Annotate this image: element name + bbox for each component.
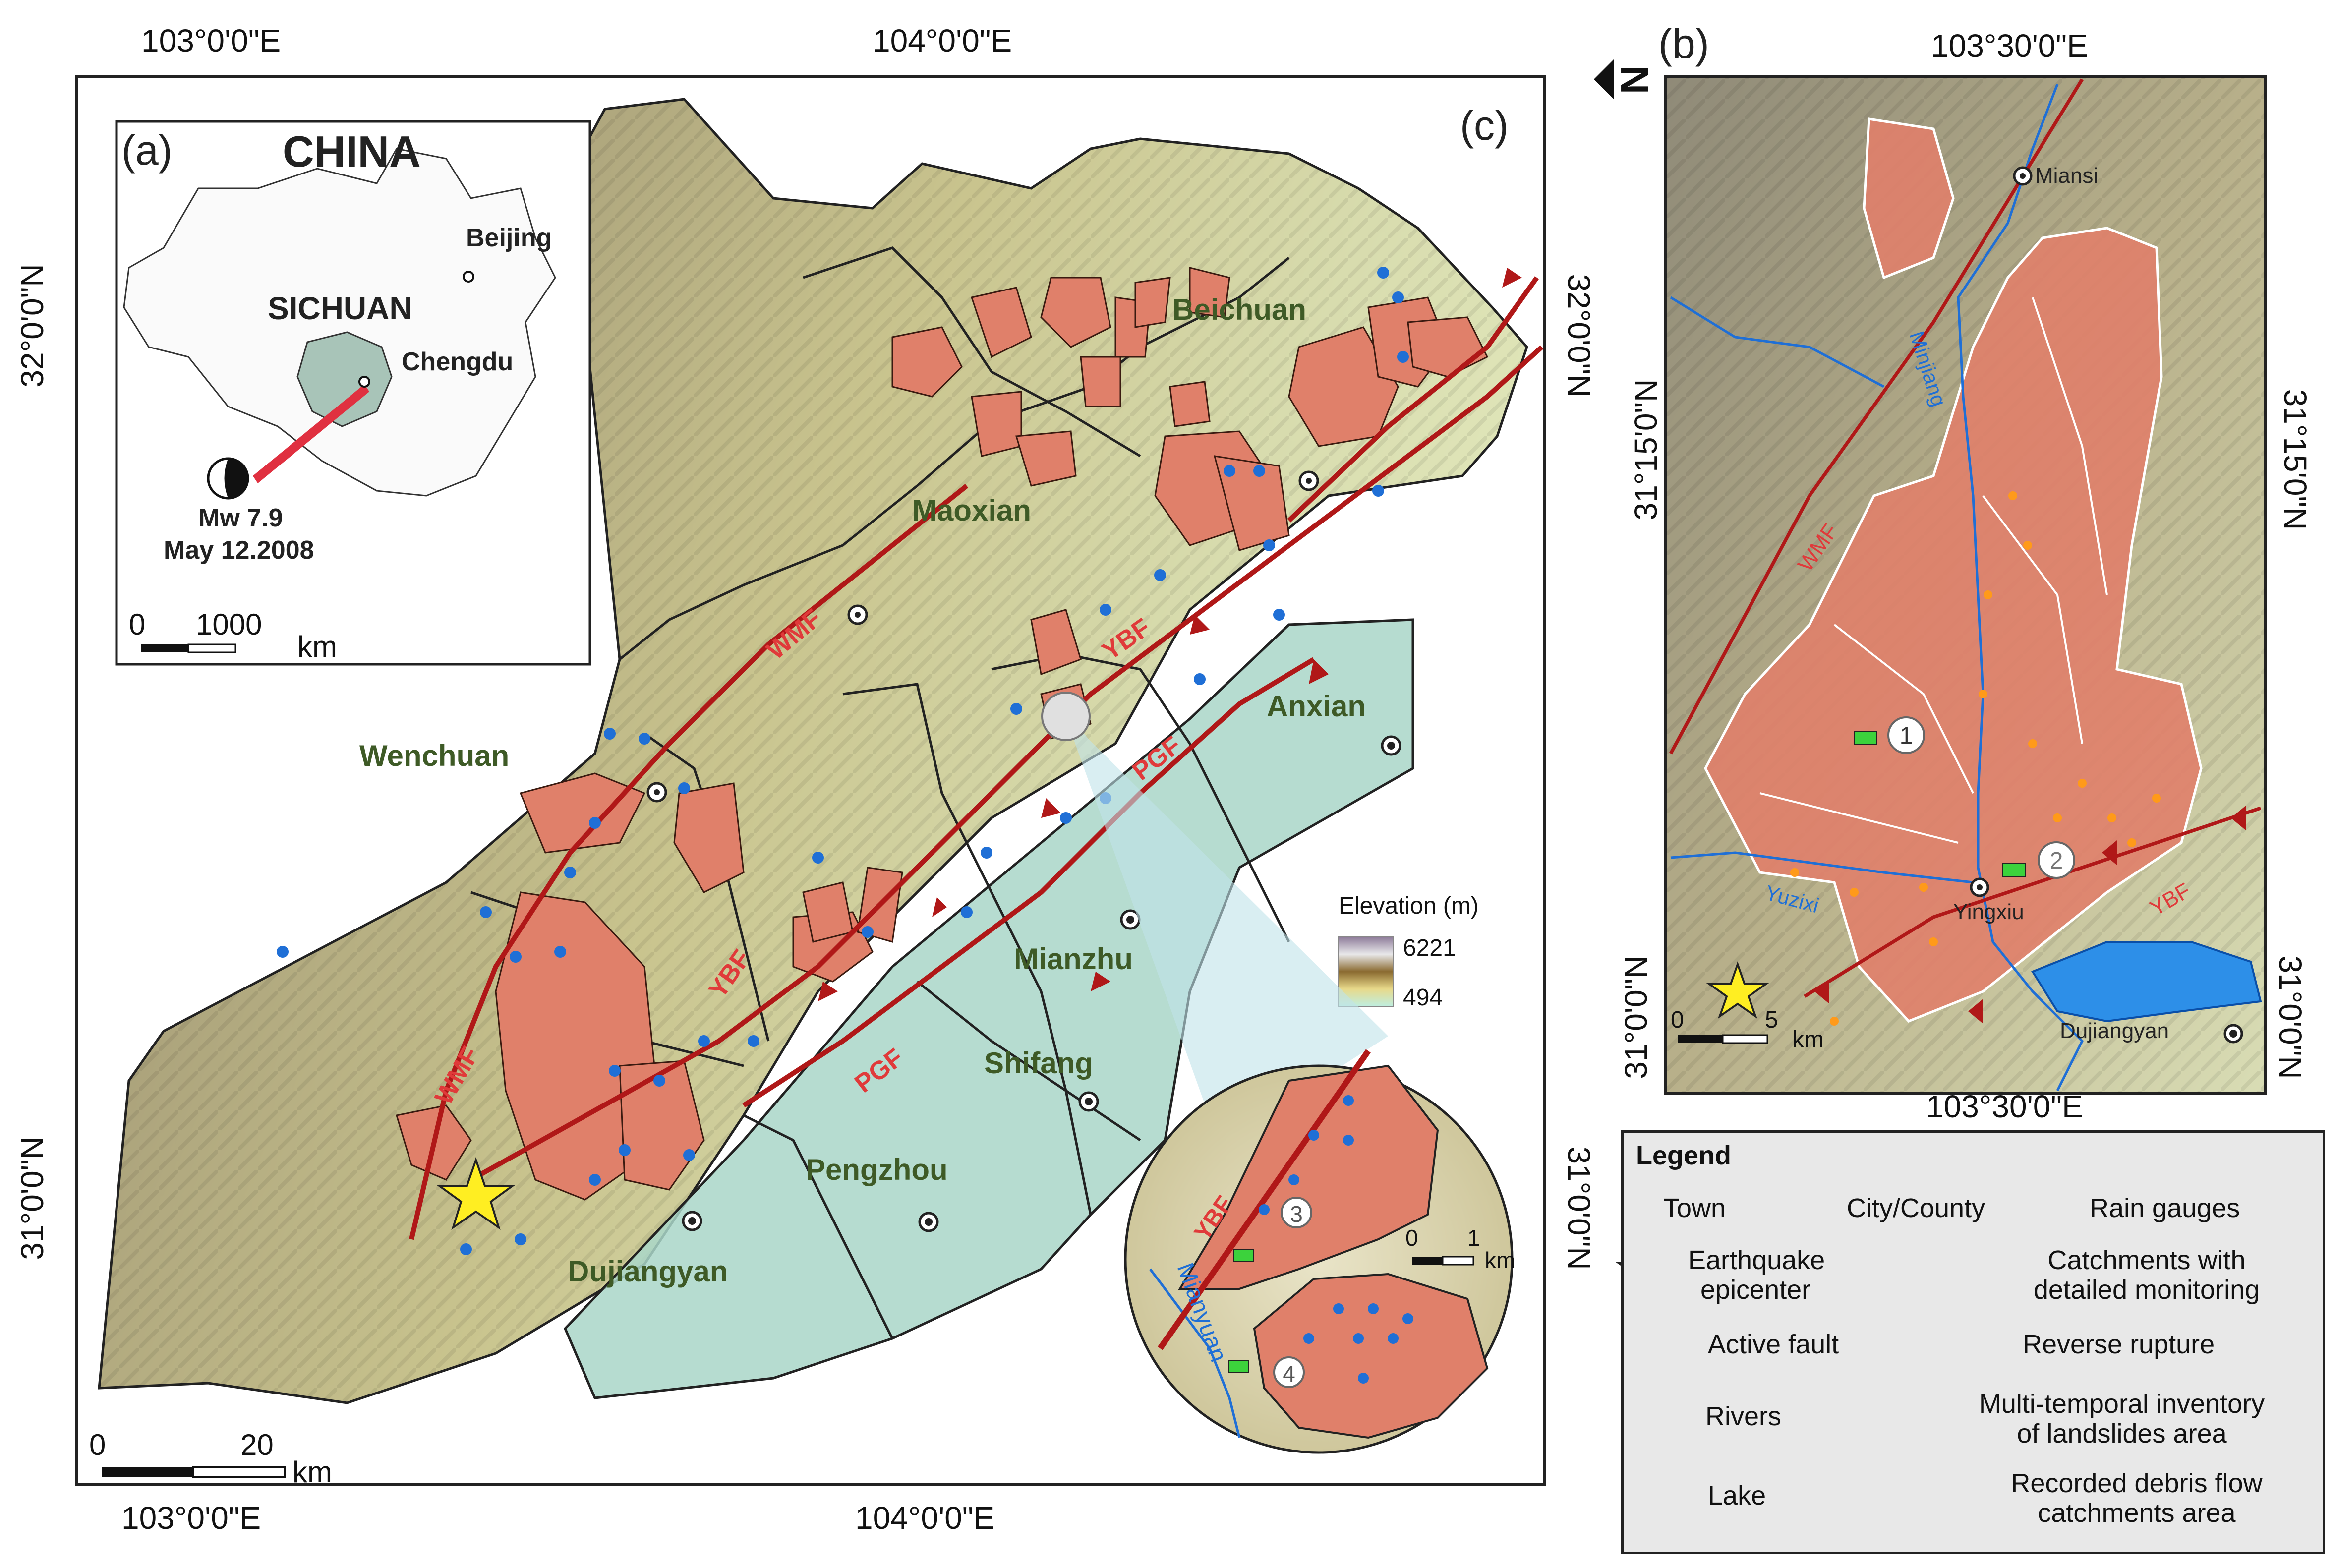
legend-title: Legend: [1636, 1141, 1732, 1170]
catchment-1: 1: [1899, 723, 1913, 749]
lake-b: [2031, 941, 2262, 1023]
legend-lake: Lake: [1708, 1481, 1766, 1510]
svg-text:N: N: [1613, 65, 1657, 94]
elevation-gradient: [1338, 936, 1394, 1007]
legend-inventory-1: Multi-temporal inventory: [1979, 1389, 2265, 1419]
county-anxian: Anxian: [1267, 690, 1366, 723]
town-yingxiu: Yingxiu: [1953, 900, 2024, 924]
inset-country: CHINA: [283, 127, 421, 176]
legend-epicenter-2: epicenter: [1700, 1275, 1811, 1305]
china-outline: [123, 148, 556, 497]
c-top-tick-1: 103°0'0"E: [141, 23, 281, 58]
epicenter-callout: [253, 384, 369, 483]
town-dujiangyan-b: Dujiangyan: [2060, 1019, 2169, 1043]
scale-c-unit: km: [292, 1455, 332, 1489]
c-left-tick-1: 32°0'0"N: [14, 264, 50, 388]
legend-rivers: Rivers: [1705, 1401, 1782, 1431]
scale-a-unit: km: [297, 630, 337, 663]
elevation-title: Elevation (m): [1339, 893, 1479, 919]
debris-points-b: [1790, 491, 2161, 1026]
county-maoxian: Maoxian: [912, 494, 1032, 527]
c-bottom-tick-1: 103°0'0"E: [121, 1500, 261, 1536]
epicenter-star-b: [1706, 961, 1769, 1019]
legend-town: Town: [1663, 1193, 1726, 1223]
legend-monitor-2: detailed monitoring: [2033, 1275, 2260, 1305]
catchment-3: 3: [1290, 1201, 1303, 1227]
legend-reverse: Reverse rupture: [2023, 1330, 2215, 1359]
c-top-tick-2: 104°0'0"E: [873, 23, 1012, 58]
c-right-tick-1: 32°0'0"N: [1561, 274, 1597, 398]
wmf-b: [1669, 78, 2084, 755]
b-left-tick-1: 31°15'0"N: [1628, 379, 1664, 521]
c-right-tick-2: 31°0'0"N: [1561, 1146, 1597, 1270]
north-arrow: N: [1594, 59, 1657, 99]
scale-b-zero: 0: [1671, 1007, 1684, 1033]
legend-debris-2: catchments area: [2038, 1498, 2236, 1528]
scale-c-zero: 0: [89, 1428, 106, 1461]
panel-a-label: (a): [121, 127, 173, 174]
zoom-origin-marker: [1041, 692, 1091, 741]
sichuan-plain: [564, 618, 1414, 1399]
epicenter-star: [436, 1157, 516, 1230]
debris-catchments-b: [1704, 227, 2203, 1023]
scale-a-end: 1000: [196, 608, 262, 641]
legend-epicenter-1: Earthquake: [1688, 1245, 1825, 1275]
city-markers: [646, 470, 1401, 1232]
catchment-2: 2: [2049, 848, 2063, 874]
county-dujiangyan: Dujiangyan: [568, 1255, 728, 1288]
b-bottom-tick: 103°30'0"E: [1926, 1089, 2083, 1124]
c-left-tick-2: 31°0'0"N: [14, 1136, 50, 1260]
legend-monitor-1: Catchments with: [2047, 1245, 2246, 1275]
catchment-4: 4: [1283, 1361, 1295, 1387]
legend-debris-1: Recorded debris flow: [2011, 1468, 2263, 1498]
panel-b-label: (b): [1658, 20, 1709, 67]
county-wenchuan: Wenchuan: [359, 739, 510, 772]
b-left-tick-2: 31°0'0"N: [1618, 955, 1654, 1079]
zoom-callout: [1061, 704, 1388, 1145]
scale-b-end: 5: [1765, 1007, 1778, 1033]
inset-city-beijing: Beijing: [466, 224, 552, 252]
focal-mechanism: [207, 457, 249, 500]
elevation-max: 6221: [1403, 935, 1456, 961]
scale-zoom-unit: km: [1485, 1247, 1516, 1273]
b-right-tick-1: 31°15'0"N: [2277, 389, 2313, 530]
legend-rain: Rain gauges: [2090, 1193, 2240, 1223]
active-faults: [409, 276, 1544, 1240]
scale-zoom-zero: 0: [1405, 1225, 1418, 1251]
county-mianzhu: Mianzhu: [1014, 942, 1133, 976]
county-beichuan: Beichuan: [1172, 293, 1307, 326]
scale-c-end: 20: [240, 1428, 274, 1461]
ybf-b: [1804, 806, 2262, 998]
zoom-circle: [1124, 1049, 1514, 1454]
legend-box: [1621, 1130, 2325, 1554]
b-top-tick: 103°30'0"E: [1931, 28, 2088, 63]
elevation-min: 494: [1403, 985, 1443, 1011]
legend-inventory-2: of landslides area: [2017, 1419, 2227, 1449]
rain-gauges: [277, 267, 1409, 1255]
sichuan-region: [296, 331, 393, 427]
b-right-tick-2: 31°0'0"N: [2273, 955, 2308, 1079]
inset-province: SICHUAN: [268, 290, 412, 326]
scale-b-unit: km: [1792, 1027, 1824, 1053]
county-shifang: Shifang: [984, 1046, 1093, 1080]
inset-city-chengdu: Chengdu: [402, 348, 514, 376]
inset-magnitude: Mw 7.9: [198, 504, 283, 532]
inset-date: May 12.2008: [164, 536, 314, 565]
town-miansi: Miansi: [2035, 164, 2099, 188]
scale-zoom-end: 1: [1467, 1225, 1480, 1251]
county-pengzhou: Pengzhou: [806, 1153, 948, 1186]
reverse-rupture-marks: [818, 268, 1522, 1001]
rivers-b: [1670, 84, 2084, 1092]
legend-active-fault: Active fault: [1708, 1330, 1839, 1359]
panel-c-label: (c): [1460, 102, 1509, 149]
legend-city: City/County: [1847, 1193, 1985, 1223]
scale-a-zero: 0: [129, 608, 146, 641]
scalebar-c: [102, 1466, 286, 1478]
c-bottom-tick-2: 104°0'0"E: [855, 1500, 995, 1536]
